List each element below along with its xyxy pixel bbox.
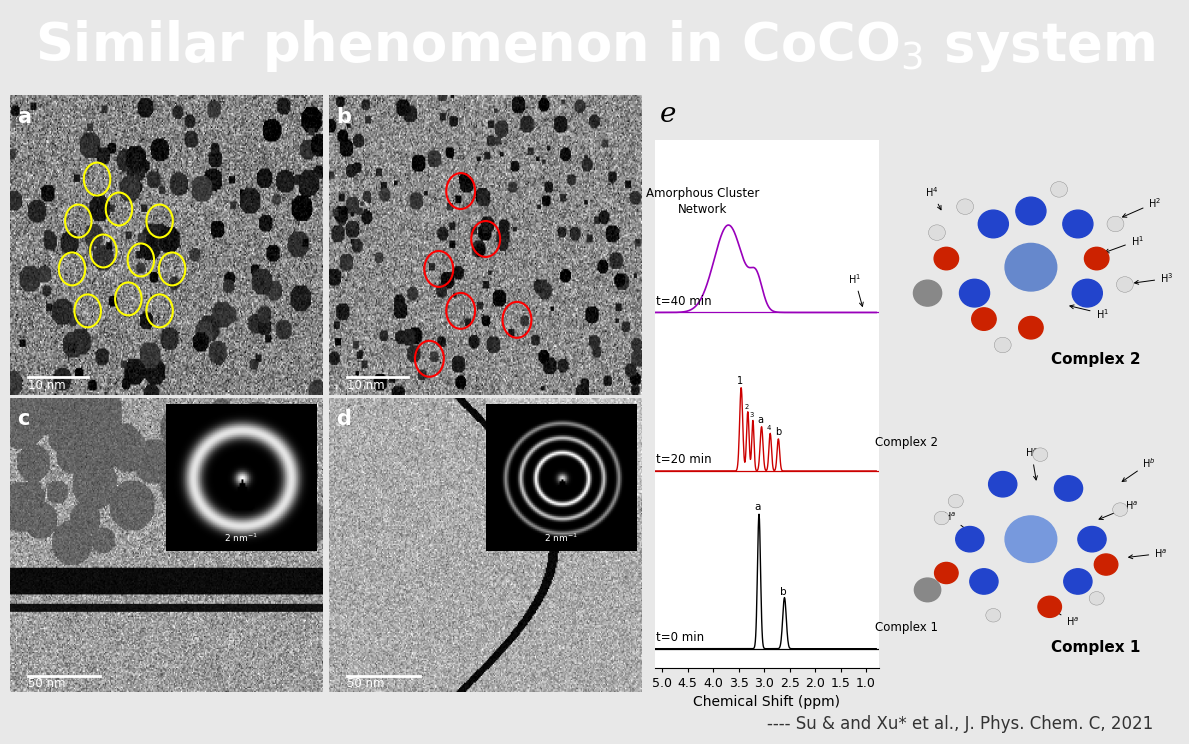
- Text: b: b: [775, 426, 781, 437]
- Text: H$^3$: H$^3$: [1134, 272, 1174, 286]
- Text: Complex 1: Complex 1: [1051, 640, 1140, 655]
- Text: e: e: [660, 100, 677, 127]
- Text: $_3$: $_3$: [749, 410, 755, 420]
- Text: H$^2$: H$^2$: [1122, 196, 1162, 217]
- Text: Similar phenomenon in CoCO$_3$ system: Similar phenomenon in CoCO$_3$ system: [34, 18, 1155, 74]
- Circle shape: [1064, 568, 1092, 594]
- Text: b: b: [336, 107, 352, 127]
- Text: t=20 min: t=20 min: [656, 453, 712, 466]
- Circle shape: [957, 199, 974, 214]
- Circle shape: [1078, 527, 1106, 552]
- Text: H$^a$: H$^a$: [943, 510, 969, 531]
- Circle shape: [1051, 182, 1068, 197]
- Circle shape: [935, 247, 958, 270]
- Circle shape: [1116, 277, 1133, 292]
- Circle shape: [1038, 596, 1062, 618]
- Text: H$^1$: H$^1$: [1070, 305, 1108, 321]
- Circle shape: [1089, 591, 1105, 605]
- Text: c: c: [17, 409, 29, 429]
- X-axis label: Chemical Shift (ppm): Chemical Shift (ppm): [693, 696, 841, 710]
- Text: H$^b$: H$^b$: [1122, 456, 1156, 481]
- Circle shape: [1005, 243, 1057, 291]
- Circle shape: [988, 472, 1017, 497]
- Text: 10 nm: 10 nm: [27, 379, 65, 392]
- Text: ---- Su & and Xu* et al., J. Phys. Chem. C, 2021: ---- Su & and Xu* et al., J. Phys. Chem.…: [767, 715, 1153, 733]
- Circle shape: [929, 225, 945, 240]
- Text: H$^a$: H$^a$: [1099, 500, 1138, 519]
- Circle shape: [1055, 475, 1082, 501]
- Circle shape: [971, 308, 996, 330]
- Circle shape: [960, 279, 989, 307]
- Text: H$^a$: H$^a$: [1025, 447, 1038, 480]
- Text: b: b: [780, 587, 787, 597]
- Text: Complex 1: Complex 1: [875, 621, 938, 635]
- Text: H$^1$: H$^1$: [1105, 234, 1144, 253]
- Text: H$^a$: H$^a$: [1128, 548, 1168, 559]
- Text: t=40 min: t=40 min: [656, 295, 712, 308]
- Text: Complex 2: Complex 2: [1051, 352, 1140, 367]
- Text: d: d: [336, 409, 352, 429]
- Circle shape: [1063, 210, 1093, 238]
- Text: $_4$: $_4$: [766, 423, 772, 433]
- Circle shape: [914, 578, 940, 602]
- Text: a: a: [755, 502, 761, 512]
- Circle shape: [935, 511, 949, 525]
- Circle shape: [935, 562, 958, 583]
- Text: t=0 min: t=0 min: [656, 631, 704, 644]
- Text: 1: 1: [737, 376, 743, 385]
- Circle shape: [1113, 503, 1127, 516]
- Circle shape: [1107, 217, 1124, 231]
- Circle shape: [1084, 247, 1109, 270]
- Circle shape: [1072, 279, 1102, 307]
- Circle shape: [956, 527, 984, 552]
- Circle shape: [948, 494, 963, 508]
- Circle shape: [1094, 554, 1118, 575]
- Circle shape: [1005, 516, 1057, 562]
- Circle shape: [1019, 316, 1043, 339]
- Circle shape: [994, 337, 1011, 353]
- Text: H$^4$: H$^4$: [925, 185, 940, 210]
- Text: H$^1$: H$^1$: [848, 272, 863, 307]
- Text: $_2$: $_2$: [744, 402, 749, 411]
- Text: a: a: [757, 414, 763, 425]
- Text: Amorphous Cluster
Network: Amorphous Cluster Network: [647, 187, 760, 216]
- Circle shape: [970, 568, 998, 594]
- Circle shape: [979, 210, 1008, 238]
- Text: 50 nm: 50 nm: [27, 676, 65, 690]
- Circle shape: [1015, 197, 1046, 225]
- Text: Complex 2: Complex 2: [875, 436, 938, 449]
- Text: 10 nm: 10 nm: [347, 379, 385, 392]
- Circle shape: [1033, 448, 1048, 461]
- Text: a: a: [17, 107, 31, 127]
- Circle shape: [986, 609, 1001, 622]
- Text: 50 nm: 50 nm: [347, 676, 385, 690]
- Text: H$^a$: H$^a$: [1049, 607, 1080, 629]
- Circle shape: [913, 280, 942, 306]
